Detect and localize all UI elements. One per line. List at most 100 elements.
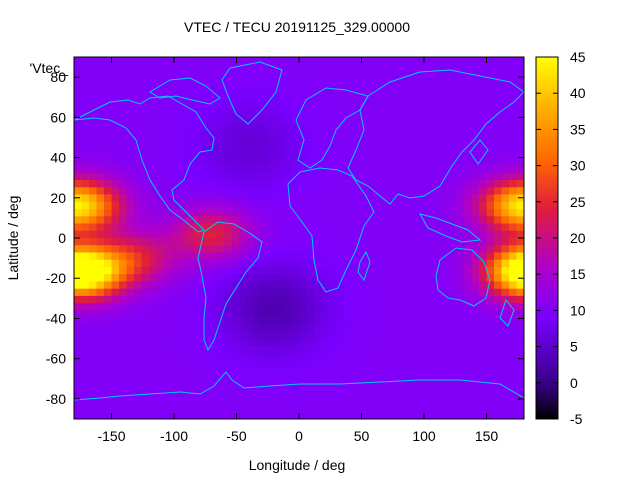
heatmap-cell: [81, 129, 90, 137]
heatmap-cell: [164, 295, 172, 304]
heatmap-cell: [321, 78, 330, 87]
heatmap-cell: [74, 238, 82, 246]
heatmap-cell: [464, 201, 472, 210]
heatmap-cell: [156, 158, 165, 166]
heatmap-cell: [74, 180, 82, 188]
heatmap-cell: [411, 129, 420, 137]
heatmap-cell: [224, 353, 232, 362]
heatmap-cell: [134, 216, 142, 224]
heatmap-cell: [141, 180, 150, 188]
heatmap-cell: [426, 230, 435, 239]
heatmap-cell: [134, 57, 142, 65]
heatmap-cell: [194, 361, 202, 369]
heatmap-cell: [179, 375, 187, 384]
heatmap-cell: [441, 274, 450, 282]
heatmap-cell: [284, 252, 292, 261]
heatmap-cell: [456, 187, 465, 195]
heatmap-cell: [411, 151, 420, 159]
heatmap-cell: [381, 324, 390, 333]
heatmap-cell: [471, 404, 480, 413]
heatmap-cell: [179, 151, 187, 159]
heatmap-cell: [396, 368, 405, 376]
heatmap-cell: [201, 180, 210, 188]
heatmap-cell: [374, 390, 382, 398]
heatmap-cell: [239, 85, 247, 94]
heatmap-cell: [276, 114, 285, 123]
heatmap-cell: [149, 266, 157, 275]
heatmap-cell: [486, 411, 495, 419]
heatmap-cell: [501, 158, 510, 166]
heatmap-cell: [344, 397, 352, 405]
heatmap-cell: [134, 404, 142, 413]
heatmap-cell: [126, 230, 135, 239]
heatmap-cell: [344, 317, 352, 326]
heatmap-cell: [321, 107, 330, 116]
heatmap-cell: [456, 158, 465, 166]
heatmap-cell: [261, 100, 270, 108]
heatmap-cell: [239, 411, 247, 419]
heatmap-cell: [74, 295, 82, 304]
heatmap-cell: [81, 194, 90, 203]
heatmap-cell: [366, 230, 375, 239]
heatmap-cell: [254, 288, 262, 297]
heatmap-cell: [314, 165, 322, 174]
heatmap-cell: [374, 411, 382, 419]
heatmap-cell: [486, 346, 495, 355]
heatmap-cell: [74, 390, 82, 398]
heatmap-cell: [381, 122, 390, 130]
heatmap-cell: [74, 122, 82, 130]
heatmap-cell: [396, 187, 405, 195]
heatmap-cell: [89, 252, 97, 261]
heatmap-cell: [231, 361, 240, 369]
heatmap-cell: [501, 209, 510, 217]
heatmap-cell: [201, 85, 210, 94]
heatmap-cell: [464, 252, 472, 261]
heatmap-cell: [464, 122, 472, 130]
heatmap-cell: [201, 368, 210, 376]
heatmap-cell: [449, 259, 457, 268]
heatmap-cell: [201, 64, 210, 72]
heatmap-cell: [261, 411, 270, 419]
heatmap-cell: [359, 165, 367, 174]
heatmap-cell: [231, 180, 240, 188]
heatmap-cell: [381, 114, 390, 123]
heatmap-cell: [299, 404, 307, 413]
heatmap-cell: [104, 274, 112, 282]
heatmap-cell: [149, 288, 157, 297]
heatmap-cell: [104, 187, 112, 195]
heatmap-cell: [186, 303, 195, 311]
heatmap-cell: [359, 64, 367, 72]
heatmap-cell: [464, 100, 472, 108]
heatmap-cell: [171, 390, 180, 398]
heatmap-cell: [224, 404, 232, 413]
heatmap-cell: [509, 339, 517, 347]
heatmap-cell: [126, 143, 135, 152]
heatmap-cell: [426, 259, 435, 268]
heatmap-cell: [381, 266, 390, 275]
heatmap-cell: [104, 310, 112, 318]
heatmap-cell: [104, 368, 112, 376]
heatmap-cell: [456, 397, 465, 405]
heatmap-cell: [464, 346, 472, 355]
heatmap-cell: [389, 411, 397, 419]
heatmap-cell: [186, 114, 195, 123]
heatmap-cell: [359, 259, 367, 268]
heatmap-cell: [156, 209, 165, 217]
heatmap-cell: [351, 368, 360, 376]
heatmap-cell: [419, 252, 427, 261]
heatmap-cell: [231, 310, 240, 318]
heatmap-cell: [254, 230, 262, 239]
heatmap-cell: [344, 382, 352, 391]
heatmap-cell: [96, 317, 105, 326]
heatmap-cell: [224, 245, 232, 253]
heatmap-cell: [119, 71, 127, 80]
heatmap-cell: [411, 288, 420, 297]
heatmap-cell: [486, 122, 495, 130]
heatmap-cell: [171, 158, 180, 166]
heatmap-cell: [231, 230, 240, 239]
heatmap-cell: [306, 114, 315, 123]
heatmap-cell: [164, 85, 172, 94]
heatmap-cell: [314, 317, 322, 326]
heatmap-cell: [111, 411, 120, 419]
heatmap-cell: [441, 136, 450, 145]
